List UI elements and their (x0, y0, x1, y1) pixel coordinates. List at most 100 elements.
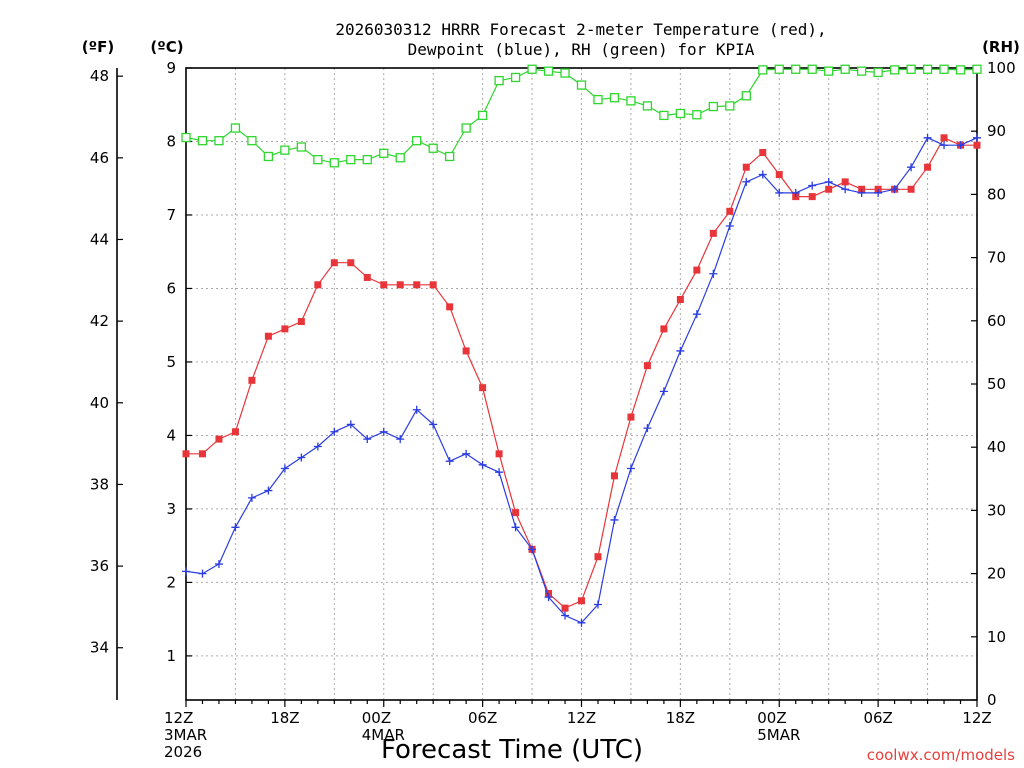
dewpoint-point (808, 181, 817, 190)
rh-tick-label: 40 (987, 438, 1006, 456)
x-tick-label: 06Z (863, 709, 892, 727)
rh-unit-label: (RH) (982, 38, 1020, 56)
temperature-point (841, 178, 849, 186)
dewpoint-point (462, 449, 471, 458)
x-tick-label: 12Z (962, 709, 991, 727)
dewpoint-point (198, 569, 207, 578)
chart-title-line-1: 2026030312 HRRR Forecast 2-meter Tempera… (335, 20, 826, 39)
dewpoint-point (824, 177, 833, 186)
rh-point (510, 72, 521, 83)
dewpoint-point (182, 567, 190, 576)
rh-point (840, 64, 850, 74)
dewpoint-point (775, 188, 784, 197)
temperature-point (660, 325, 668, 333)
temperature-point (610, 472, 618, 480)
celsius-tick-label: 2 (166, 573, 176, 591)
fahrenheit-tick-label: 46 (90, 149, 109, 167)
dewpoint-point (676, 346, 685, 355)
rh-point (477, 110, 488, 121)
rh-point (889, 65, 900, 75)
fahrenheit-tick-label: 44 (90, 230, 109, 248)
rh-point (856, 66, 867, 76)
temperature-point (314, 281, 322, 289)
dewpoint-point (890, 185, 899, 194)
rh-tick-label: 70 (987, 249, 1006, 267)
x-tick-label: 12Z (164, 709, 193, 727)
rh-point (642, 101, 653, 111)
dewpoint-point (577, 618, 586, 627)
temperature-point (643, 362, 651, 370)
rh-point (824, 66, 834, 76)
fahrenheit-unit-label: (ºF) (82, 38, 114, 56)
dewpoint-point (940, 141, 949, 150)
temperature-point (693, 266, 701, 274)
chart-title-line-2: Dewpoint (blue), RH (green) for KPIA (408, 40, 755, 59)
series-line (185, 137, 978, 624)
dewpoint-point (528, 545, 537, 554)
temperature-point (561, 604, 569, 612)
temperature-point (297, 318, 305, 326)
rh-point (576, 80, 587, 90)
temperature-point (495, 450, 503, 458)
temperature-point (248, 376, 256, 384)
dewpoint-point (379, 427, 388, 436)
dewpoint-point (247, 493, 256, 502)
rh-point (543, 66, 554, 76)
temperature-point (380, 281, 388, 289)
series-temperature (182, 134, 981, 612)
temperature-point (512, 509, 520, 517)
fahrenheit-tick-label: 40 (90, 394, 109, 412)
rh-point (955, 65, 966, 75)
temperature-point (709, 229, 717, 237)
rh-point (412, 136, 422, 146)
dewpoint-point (412, 405, 421, 414)
dewpoint-point (692, 310, 701, 319)
temperature-point (198, 450, 206, 458)
rh-tick-label: 0 (987, 691, 997, 709)
celsius-tick-label: 7 (166, 206, 176, 224)
rh-point (758, 65, 768, 75)
dewpoint-point (330, 427, 339, 436)
dewpoint-point (495, 468, 504, 477)
fahrenheit-tick-label: 48 (90, 67, 109, 85)
temperature-point (462, 347, 470, 355)
rh-point (247, 136, 257, 146)
rh-tick-label: 80 (987, 185, 1006, 203)
axes (116, 67, 978, 707)
dewpoint-point (478, 460, 487, 469)
rh-tick-label: 100 (987, 59, 1016, 77)
rh-point (725, 101, 735, 111)
rh-point (197, 136, 208, 146)
series (181, 64, 982, 627)
temperature-point (808, 193, 816, 201)
rh-point (428, 143, 438, 153)
dewpoint-point (264, 486, 273, 495)
dewpoint-point (544, 593, 553, 602)
rh-point (280, 145, 290, 155)
temperature-point (446, 303, 454, 311)
fahrenheit-tick-label: 34 (90, 639, 109, 657)
temperature-point (627, 413, 635, 421)
rh-point (296, 142, 307, 152)
rh-point (230, 123, 241, 133)
temperature-point (182, 450, 190, 458)
x-tick-label: 18Z (270, 709, 299, 727)
rh-point (214, 136, 224, 146)
x-tick-label: 00Z (757, 709, 786, 727)
x-tick-label: 12Z (567, 709, 596, 727)
dewpoint-point (429, 420, 438, 429)
rh-point (692, 110, 702, 120)
x-tick-label: 18Z (666, 709, 695, 727)
dewpoint-point (643, 424, 652, 433)
fahrenheit-tick-label: 36 (90, 557, 109, 575)
temperature-point (281, 325, 289, 333)
dewpoint-point (280, 464, 289, 473)
tick-labels: 1234567893436384042444648010203040506070… (90, 59, 1016, 761)
dewpoint-point (973, 133, 981, 142)
celsius-tick-label: 5 (166, 353, 176, 371)
rh-point (939, 64, 949, 74)
dewpoint-point (725, 222, 734, 230)
celsius-tick-label: 6 (166, 279, 176, 297)
celsius-unit-label: (ºC) (150, 38, 183, 56)
